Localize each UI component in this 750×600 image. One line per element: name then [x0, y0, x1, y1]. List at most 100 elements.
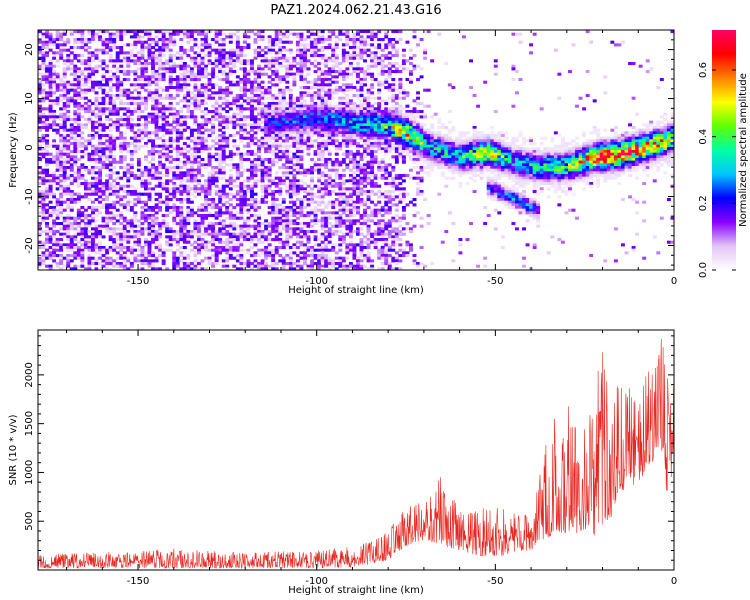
- heatmap-cell: [140, 40, 145, 44]
- heatmap-cell: [274, 203, 279, 207]
- heatmap-cell: [278, 208, 283, 212]
- heatmap-cell: [112, 264, 117, 268]
- heatmap-cell: [331, 123, 336, 127]
- heatmap-cell: [221, 147, 226, 151]
- heatmap-cell: [292, 102, 297, 106]
- heatmap-cell: [274, 208, 279, 212]
- heatmap-cell: [182, 70, 187, 74]
- heatmap-cell: [66, 166, 71, 170]
- heatmap-cell: [172, 187, 177, 191]
- heatmap-cell: [52, 144, 57, 148]
- heatmap-cell: [278, 216, 283, 220]
- heatmap-cell: [66, 118, 71, 122]
- heatmap-cell: [285, 118, 290, 122]
- heatmap-cell: [200, 131, 205, 135]
- heatmap-cell: [179, 120, 184, 124]
- heatmap-cell: [334, 126, 339, 130]
- heatmap-cell: [140, 43, 145, 47]
- heatmap-cell: [228, 198, 233, 202]
- heatmap-cell: [264, 59, 269, 63]
- heatmap-cell: [175, 128, 180, 132]
- heatmap-cell: [83, 240, 88, 244]
- heatmap-cell: [168, 43, 173, 47]
- heatmap-cell: [306, 267, 311, 270]
- heatmap-cell: [327, 131, 332, 135]
- heatmap-cell: [119, 51, 124, 55]
- heatmap-cell: [207, 59, 212, 63]
- heatmap-cell: [193, 104, 198, 108]
- heatmap-cell: [55, 174, 60, 178]
- heatmap-cell: [260, 190, 265, 194]
- heatmap-cell: [359, 43, 364, 47]
- heatmap-cell: [232, 126, 237, 130]
- heatmap-cell: [324, 115, 329, 119]
- heatmap-cell: [338, 174, 343, 178]
- heatmap-cell: [285, 144, 290, 148]
- heatmap-cell: [158, 195, 163, 199]
- heatmap-cell: [207, 184, 212, 188]
- heatmap-cell: [264, 246, 269, 250]
- heatmap-cell: [320, 174, 325, 178]
- heatmap-cell: [147, 56, 152, 60]
- heatmap-cell: [285, 86, 290, 90]
- heatmap-cell: [165, 46, 170, 50]
- heatmap-cell: [281, 179, 286, 183]
- heatmap-cell: [66, 54, 71, 58]
- heatmap-cell: [158, 107, 163, 111]
- heatmap-cell: [186, 158, 191, 162]
- heatmap-cell: [158, 184, 163, 188]
- heatmap-cell: [257, 88, 261, 92]
- heatmap-cell: [197, 222, 201, 226]
- heatmap-cell: [151, 96, 155, 100]
- heatmap-cell: [317, 208, 322, 212]
- heatmap-cell: [45, 142, 49, 146]
- heatmap-cell: [285, 224, 290, 228]
- heatmap-cell: [154, 222, 159, 226]
- heatmap-cell: [182, 115, 187, 119]
- heatmap-cell: [172, 238, 177, 242]
- heatmap-cell: [151, 67, 155, 71]
- heatmap-cell: [267, 251, 272, 255]
- heatmap-cell: [320, 227, 325, 231]
- heatmap-cell: [264, 262, 269, 266]
- heatmap-cell: [168, 75, 173, 79]
- heatmap-cell: [158, 94, 163, 98]
- heatmap-cell: [112, 240, 117, 244]
- heatmap-cell: [271, 190, 276, 194]
- heatmap-cell: [295, 235, 300, 239]
- heatmap-cell: [267, 59, 272, 63]
- heatmap-cell: [327, 211, 332, 215]
- heatmap-cell: [105, 43, 110, 47]
- heatmap-cell: [281, 104, 286, 108]
- heatmap-cell: [55, 176, 60, 180]
- heatmap-cell: [151, 216, 155, 220]
- heatmap-cell: [45, 72, 49, 76]
- heatmap-cell: [271, 134, 276, 138]
- heatmap-cell: [133, 123, 138, 127]
- heatmap-cell: [133, 134, 138, 138]
- heatmap-cell: [144, 67, 148, 71]
- heatmap-cell: [257, 96, 261, 100]
- heatmap-cell: [228, 203, 233, 207]
- heatmap-cell: [295, 35, 300, 39]
- heatmap-cell: [299, 267, 304, 270]
- heatmap-cell: [267, 131, 272, 135]
- heatmap-cell: [91, 83, 95, 87]
- heatmap-cell: [264, 176, 269, 180]
- heatmap-cell: [356, 38, 360, 42]
- heatmap-cell: [101, 126, 106, 130]
- heatmap-cell: [140, 182, 145, 186]
- heatmap-cell: [250, 206, 254, 210]
- heatmap-cell: [161, 110, 166, 114]
- heatmap-cell: [73, 246, 78, 250]
- heatmap-cell: [197, 91, 201, 95]
- heatmap-cell: [133, 40, 138, 44]
- heatmap-cell: [271, 48, 276, 52]
- heatmap-cell: [197, 246, 201, 250]
- heatmap-cell: [271, 131, 276, 135]
- heatmap-cell: [288, 184, 293, 188]
- heatmap-cell: [108, 187, 113, 191]
- heatmap-cell: [341, 174, 346, 178]
- heatmap-cell: [204, 139, 208, 143]
